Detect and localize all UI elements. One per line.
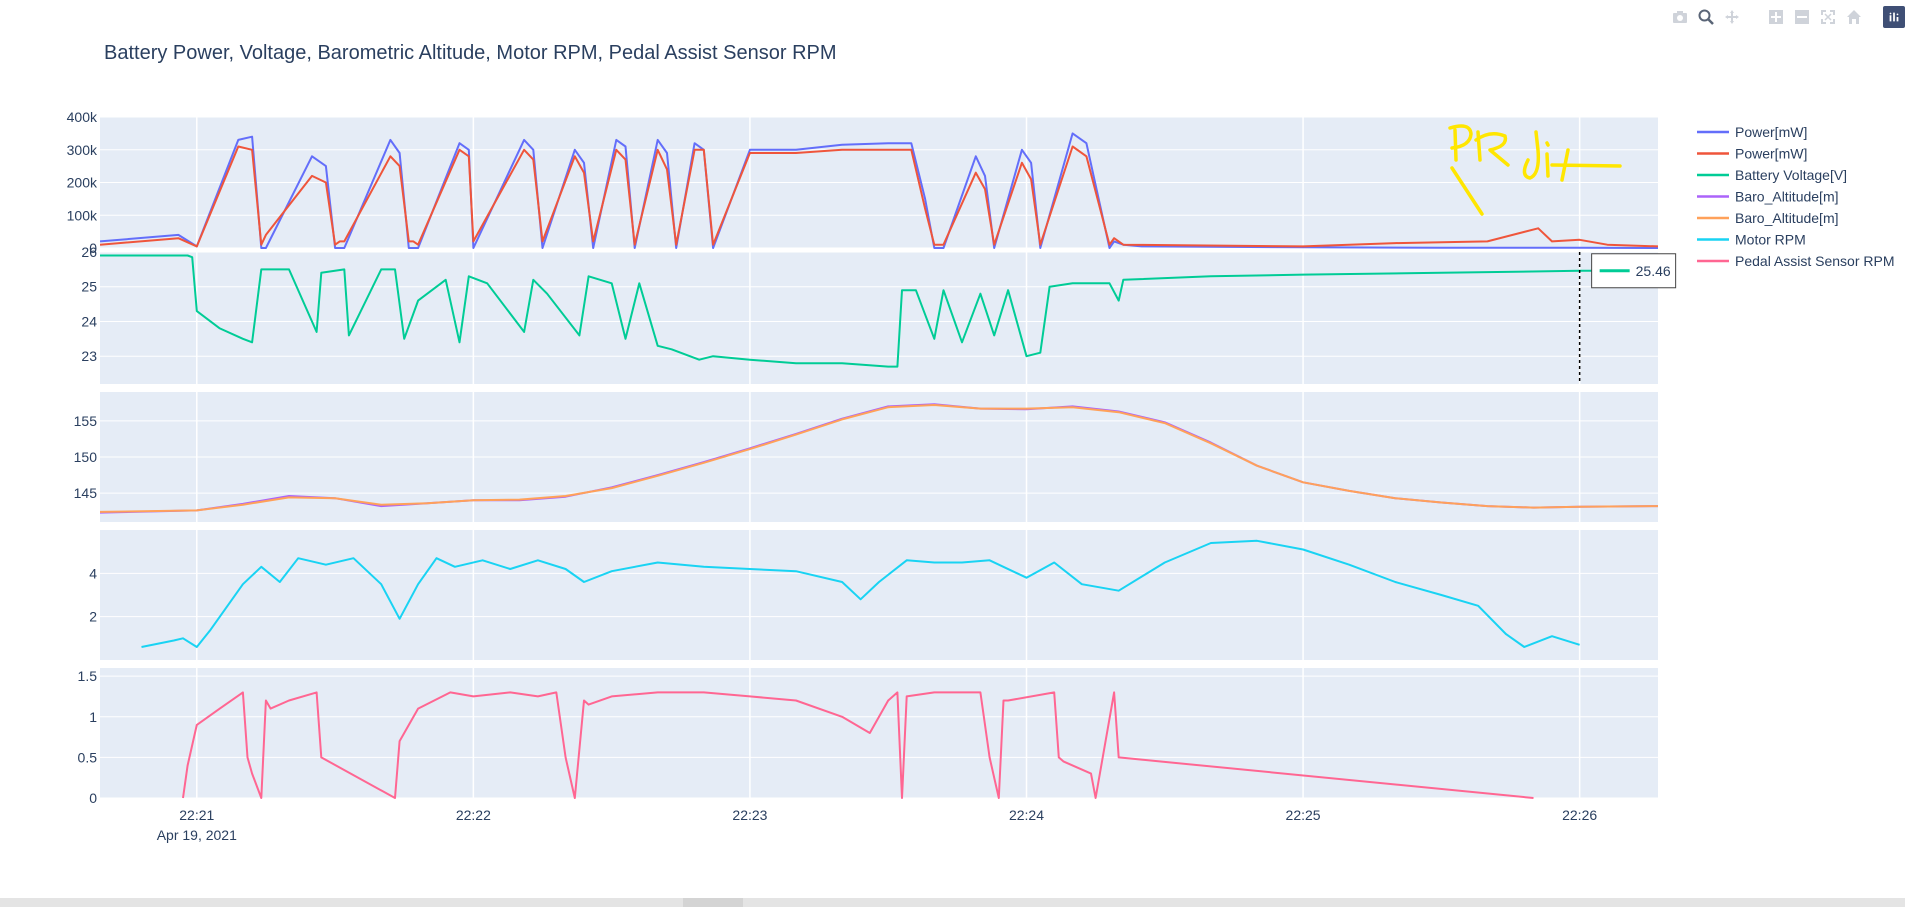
legend-item[interactable]: Motor RPM [1697,232,1806,248]
series-line [141,539,1580,648]
chart-title: Battery Power, Voltage, Barometric Altit… [104,42,837,64]
x-tick-label: 22:24 [1009,807,1044,823]
legend-label: Baro_Altitude[m] [1735,210,1839,226]
scrollbar-thumb[interactable] [683,898,743,907]
legend-label: Baro_Altitude[m] [1735,189,1839,205]
hover-label: 25.46 [1591,253,1677,289]
legend-item[interactable]: Baro_Altitude[m] [1697,189,1839,205]
legend-label: Power[mW] [1735,146,1807,162]
pan-icon[interactable] [1721,6,1743,28]
legend-label: Motor RPM [1735,232,1806,248]
series-line [100,145,1658,248]
annotation-stroke [1474,132,1510,167]
legend-label: Pedal Assist Sensor RPM [1735,253,1895,269]
y-tick-label: 1 [89,709,97,725]
y-tick-label: 4 [89,565,97,581]
annotation-stroke [1522,130,1541,180]
zoom-out-icon[interactable] [1791,6,1813,28]
y-tick-label: 0 [89,790,97,806]
horizontal-scrollbar[interactable] [0,898,1905,907]
subplot-pedal_rpm: 0 0.5 1 1.5 [78,668,1658,806]
legend-label: Battery Voltage[V] [1735,167,1847,183]
zoom-in-icon[interactable] [1765,6,1787,28]
y-tick-label: 25 [81,279,97,295]
annotation-stroke [1453,128,1458,162]
legend-item[interactable]: Battery Voltage[V] [1697,167,1847,183]
legend-label: Power[mW] [1735,124,1807,140]
y-tick-label: 145 [74,485,98,501]
y-tick-label: 155 [74,413,98,429]
autoscale-icon[interactable] [1817,6,1839,28]
subplot-motor_rpm: 24 [89,530,1658,660]
series-line [182,691,1534,799]
x-date-label: Apr 19, 2021 [157,827,237,843]
y-tick-label: 23 [81,348,97,364]
series-line [100,254,1658,368]
x-tick-label: 22:22 [456,807,491,823]
y-tick-label: 400k [67,109,98,125]
y-tick-label: 2 [89,609,97,625]
y-tick-label: 0 [89,240,97,256]
series-line [100,404,1658,513]
x-tick-label: 22:26 [1562,807,1597,823]
annotation-stroke [1545,152,1550,178]
x-tick-label: 22:25 [1286,807,1321,823]
y-tick-label: 0.5 [78,749,98,765]
reset-axes-icon[interactable] [1843,6,1865,28]
legend-item[interactable]: Baro_Altitude[m] [1697,210,1839,226]
y-tick-label: 300k [67,142,98,158]
y-tick-label: 200k [67,175,98,191]
x-tick-label: 22:21 [179,807,214,823]
subplot-power: 0 100k 200k 300k 400k [67,109,1658,256]
subplot-altitude: 145 150 155 [74,392,1658,522]
annotation-stroke [1450,166,1484,216]
plot-modebar [1669,6,1905,28]
subplot-background [100,668,1658,798]
y-tick-label: 26 [81,244,97,260]
annotation-stroke [1448,124,1473,150]
hover-value: 25.46 [1636,263,1671,279]
legend-item[interactable]: Pedal Assist Sensor RPM [1697,253,1895,269]
subplot-voltage: 23 24 25 26 [81,244,1658,384]
x-tick-label: 22:23 [732,807,767,823]
y-tick-label: 100k [67,207,98,223]
subplot-background [100,530,1658,660]
zoom-icon[interactable] [1695,6,1717,28]
y-tick-label: 24 [81,313,97,329]
plotly-logo-icon[interactable] [1883,6,1905,28]
legend-item[interactable]: Power[mW] [1697,146,1807,162]
y-tick-label: 150 [74,449,98,465]
annotation-stroke [1550,163,1622,168]
handwritten-annotation [1448,124,1622,216]
camera-icon[interactable] [1669,6,1691,28]
legend-item[interactable]: Power[mW] [1697,124,1807,140]
y-tick-label: 1.5 [78,668,98,684]
annotation-stroke [1545,141,1550,147]
